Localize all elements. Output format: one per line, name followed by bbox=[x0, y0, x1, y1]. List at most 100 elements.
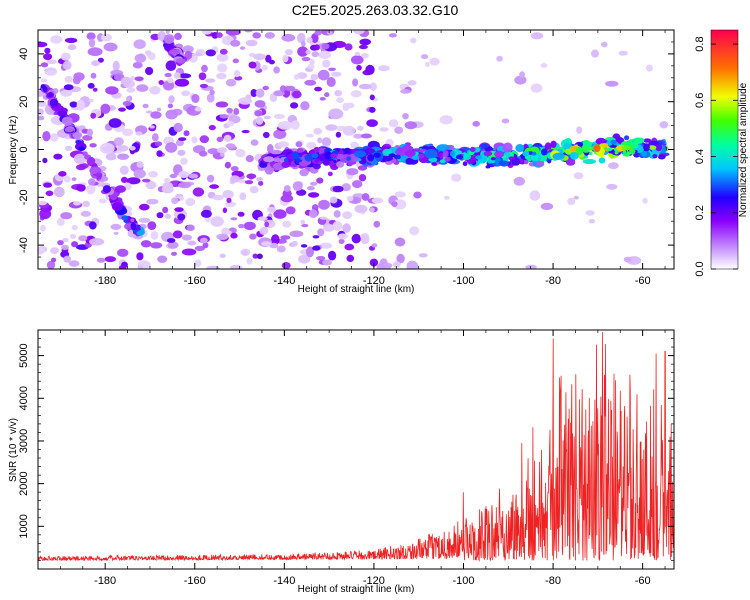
y-tick-label: 4000 bbox=[18, 386, 30, 410]
spectrogram-blob bbox=[304, 79, 317, 86]
spectrogram-blob bbox=[58, 171, 67, 177]
spectrogram-blob bbox=[444, 156, 451, 162]
spectrogram-blob bbox=[395, 147, 408, 156]
spectrogram-blob bbox=[344, 43, 353, 51]
spectrogram-heatmap bbox=[38, 30, 670, 269]
spectrogram-blob bbox=[297, 46, 309, 57]
spectrogram-blob bbox=[64, 127, 75, 133]
spectrogram-blob bbox=[280, 194, 294, 203]
spectrogram-blob bbox=[250, 139, 259, 146]
spectrogram-blob bbox=[283, 185, 291, 192]
spectrogram-blob bbox=[226, 120, 235, 127]
spectrogram-blob bbox=[573, 195, 579, 200]
spectrogram-blob bbox=[270, 149, 282, 155]
spectrogram-blob bbox=[530, 32, 544, 40]
spectrogram-blob bbox=[111, 202, 123, 211]
spectrogram-blob bbox=[318, 199, 330, 210]
spectrogram-blob bbox=[230, 166, 239, 172]
spectrogram-blob bbox=[64, 75, 73, 83]
spectrogram-blob bbox=[344, 243, 355, 251]
spectrogram-blob bbox=[64, 37, 78, 44]
x-tick-label: -60 bbox=[635, 575, 651, 587]
spectrogram-xlabel: Height of straight line (km) bbox=[298, 284, 415, 295]
spectrogram-blob bbox=[298, 160, 309, 167]
spectrogram-blob bbox=[86, 32, 96, 40]
spectrogram-blob bbox=[164, 177, 171, 183]
spectrogram-blob bbox=[501, 118, 510, 124]
x-tick-label: -160 bbox=[184, 575, 206, 587]
spectrogram-blob bbox=[312, 235, 320, 239]
spectrogram-blob bbox=[354, 51, 361, 56]
spectrogram-blob bbox=[244, 180, 254, 185]
spectrogram-blob bbox=[318, 50, 332, 60]
spectrogram-blob bbox=[209, 89, 215, 96]
x-tick-label: -80 bbox=[545, 575, 561, 587]
spectrogram-blob bbox=[307, 63, 315, 70]
spectrogram-blob bbox=[391, 201, 398, 208]
spectrogram-blob bbox=[217, 63, 228, 73]
spectrogram-blob bbox=[525, 264, 537, 269]
spectrogram-blob bbox=[194, 245, 206, 251]
spectrogram-blob bbox=[295, 157, 301, 164]
spectrogram-blob bbox=[541, 148, 547, 156]
spectrogram-blob bbox=[108, 118, 122, 128]
spectrogram-blob bbox=[342, 223, 351, 233]
spectrogram-blob bbox=[263, 131, 270, 139]
spectrogram-blob bbox=[300, 244, 308, 248]
spectrogram-blob bbox=[472, 120, 481, 127]
spectrogram-blob bbox=[169, 49, 180, 55]
spectrogram-blob bbox=[332, 221, 343, 231]
spectrogram-blob bbox=[222, 207, 228, 214]
spectrogram-blob bbox=[369, 82, 377, 91]
spectrogram-blob bbox=[494, 150, 505, 158]
spectrogram-blob bbox=[38, 115, 45, 121]
spectrogram-blob bbox=[331, 71, 342, 77]
spectrogram-blob bbox=[105, 86, 119, 95]
colorbar-tick-label: 0.6 bbox=[694, 93, 706, 108]
spectrogram-blob bbox=[181, 90, 191, 97]
spectrogram-blob bbox=[346, 254, 355, 262]
spectrogram-blob bbox=[98, 198, 107, 204]
spectrogram-blob bbox=[256, 253, 263, 260]
spectrogram-blob bbox=[87, 47, 103, 57]
spectrogram-blob bbox=[221, 227, 230, 236]
spectrogram-blob bbox=[269, 242, 279, 249]
spectrogram-blob bbox=[312, 245, 321, 251]
spectrogram-blob bbox=[156, 212, 164, 219]
spectrogram-blob bbox=[624, 135, 630, 141]
spectrogram-blob bbox=[311, 51, 319, 58]
spectrogram-blob bbox=[117, 153, 129, 160]
spectrogram-blob bbox=[136, 252, 144, 261]
spectrogram-blob bbox=[43, 182, 53, 188]
spectrogram-blob bbox=[622, 150, 627, 155]
spectrogram-blob bbox=[565, 157, 576, 166]
spectrogram-blob bbox=[322, 59, 331, 68]
spectrogram-blob bbox=[112, 60, 120, 72]
spectrogram-blob bbox=[316, 255, 326, 261]
spectrogram-blob bbox=[71, 177, 77, 182]
spectrogram-blob bbox=[297, 72, 308, 79]
spectrogram-blob bbox=[171, 251, 177, 256]
spectrogram-blob bbox=[311, 33, 319, 44]
spectrogram-blob bbox=[174, 78, 190, 87]
spectrogram-blob bbox=[324, 92, 330, 98]
spectrogram-blob bbox=[253, 53, 266, 60]
spectrogram-blob bbox=[605, 80, 619, 87]
x-tick-label: -140 bbox=[273, 275, 295, 287]
spectrogram-blob bbox=[222, 189, 234, 199]
spectrogram-blob bbox=[261, 241, 272, 247]
spectrogram-blob bbox=[629, 149, 636, 154]
x-tick-label: -120 bbox=[363, 575, 385, 587]
spectrogram-panel: -180 -160 -140 -120 -100 -80 -60 -40 -20 0 20 40 He… bbox=[8, 29, 675, 295]
spectrogram-blob bbox=[151, 133, 159, 142]
spectrogram-blob bbox=[78, 146, 86, 151]
spectrogram-blob bbox=[606, 183, 618, 190]
spectrogram-blob bbox=[240, 46, 246, 50]
spectrogram-blob bbox=[44, 67, 58, 76]
spectrogram-blob bbox=[145, 110, 153, 114]
spectrogram-blob bbox=[224, 201, 237, 208]
spectrogram-blob bbox=[162, 80, 175, 91]
spectrogram-blob bbox=[490, 157, 496, 161]
spectrogram-ylabel: Frequency (Hz) bbox=[8, 116, 19, 185]
spectrogram-blob bbox=[291, 120, 300, 130]
